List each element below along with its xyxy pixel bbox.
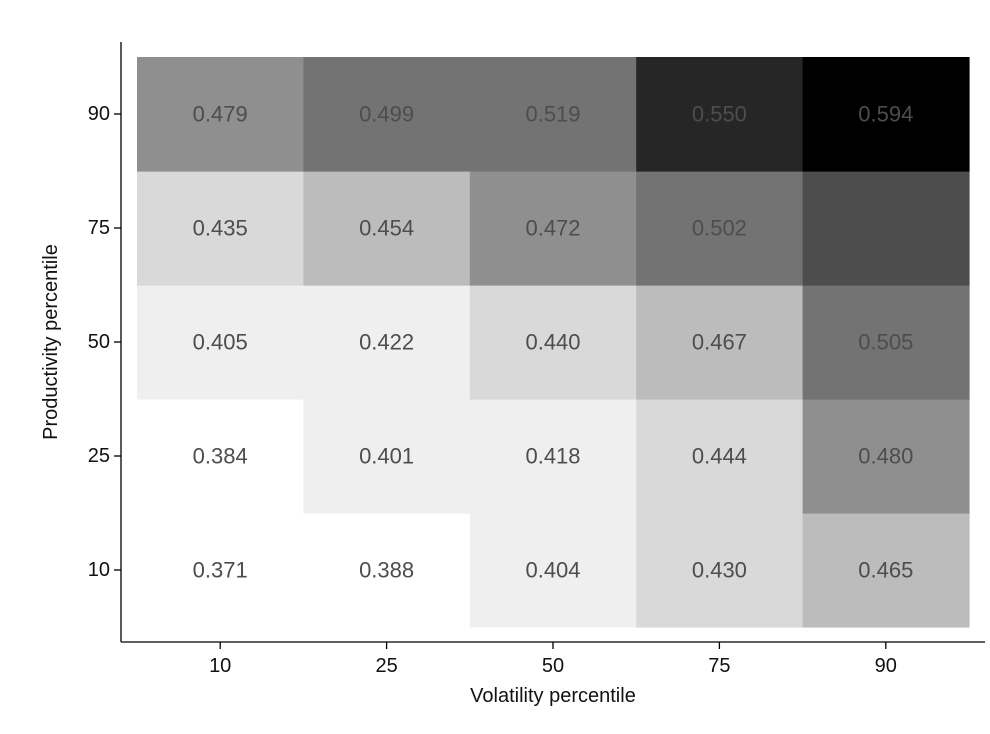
heatmap-cell [802, 285, 970, 400]
x-tick-label: 90 [875, 655, 897, 677]
heatmap-cell-value: 0.440 [525, 330, 580, 355]
heatmap-cell-value: 0.454 [359, 216, 414, 241]
heatmap-cell-value: 0.467 [692, 330, 747, 355]
heatmap-cell-value: 0.371 [193, 558, 248, 583]
x-tick-label: 25 [375, 655, 397, 677]
heatmap-cell-labels: 0.371 0.388 0.404 0.430 0.465 0.384 0.401 0.418… [193, 102, 914, 583]
heatmap-cell-value: 0.594 [858, 102, 913, 127]
heatmap-cell [137, 57, 304, 172]
heatmap-cell-value: 0.384 [193, 444, 248, 469]
heatmap-cell-value: 0.472 [525, 216, 580, 241]
heatmap-cell-value: 0.444 [692, 444, 747, 469]
heatmap-cell [636, 171, 804, 286]
heatmap-cell [137, 285, 304, 400]
y-tick-label: 50 [88, 331, 110, 353]
heatmap-cell-value: 0.404 [525, 558, 580, 583]
heatmap-cell [802, 171, 970, 286]
heatmap-cell-value: 0.519 [525, 102, 580, 127]
heatmap-cell-value: 0.430 [692, 558, 747, 583]
x-tick-label: 10 [209, 655, 231, 677]
heatmap-cell-value: 0.480 [858, 444, 913, 469]
y-axis-title: Productivity percentile [40, 244, 62, 440]
heatmap-cell [636, 513, 804, 628]
heatmap-cell [469, 57, 637, 172]
y-tick-label: 75 [88, 217, 110, 239]
x-tick-label: 75 [708, 655, 730, 677]
heatmap-cell-value: 0.388 [359, 558, 414, 583]
heatmap-cell [137, 171, 304, 286]
heatmap-cell-value: 0.422 [359, 330, 414, 355]
x-tick-label: 50 [542, 655, 564, 677]
heatmap-cell-value: 0.405 [193, 330, 248, 355]
heatmap-cell [469, 171, 637, 286]
heatmap-cell-value: 0.505 [858, 330, 913, 355]
y-axis-ticks: 10 25 50 75 90 [88, 103, 121, 581]
heatmap-cell [137, 399, 304, 514]
heatmap-cell-value: 0.502 [692, 216, 747, 241]
y-tick-label: 10 [88, 559, 110, 581]
heatmap-cell [137, 513, 304, 628]
heatmap-cell-value: 0.479 [193, 102, 248, 127]
heatmap-cell [802, 399, 970, 514]
heatmap-cell [303, 513, 471, 628]
x-axis-title: Volatility percentile [470, 685, 636, 707]
heatmap-cell [303, 399, 471, 514]
heatmap-cell-value: 0.465 [858, 558, 913, 583]
heatmap-cell [303, 285, 471, 400]
heatmap-cell [469, 399, 637, 514]
heatmap-cell [636, 57, 804, 172]
heatmap-cell-value: 0.418 [525, 444, 580, 469]
heatmap-cell [469, 513, 637, 628]
x-axis-ticks: 10 25 50 75 90 [209, 642, 897, 677]
heatmap-cell [802, 513, 970, 628]
heatmap-cell-value: 0.542 [858, 216, 913, 241]
heatmap-cell [636, 285, 804, 400]
heatmap-cell [802, 57, 970, 172]
heatmap-cell [636, 399, 804, 514]
y-tick-label: 90 [88, 103, 110, 125]
heatmap-cell [303, 57, 471, 172]
heatmap-cell [303, 171, 471, 286]
heatmap-cell [469, 285, 637, 400]
heatmap-cell-value: 0.499 [359, 102, 414, 127]
y-tick-label: 25 [88, 445, 110, 467]
heatmap-cell-value: 0.401 [359, 444, 414, 469]
heatmap-cell-value: 0.435 [193, 216, 248, 241]
heatmap-cell-value: 0.550 [692, 102, 747, 127]
heatmap-cells [137, 57, 970, 628]
